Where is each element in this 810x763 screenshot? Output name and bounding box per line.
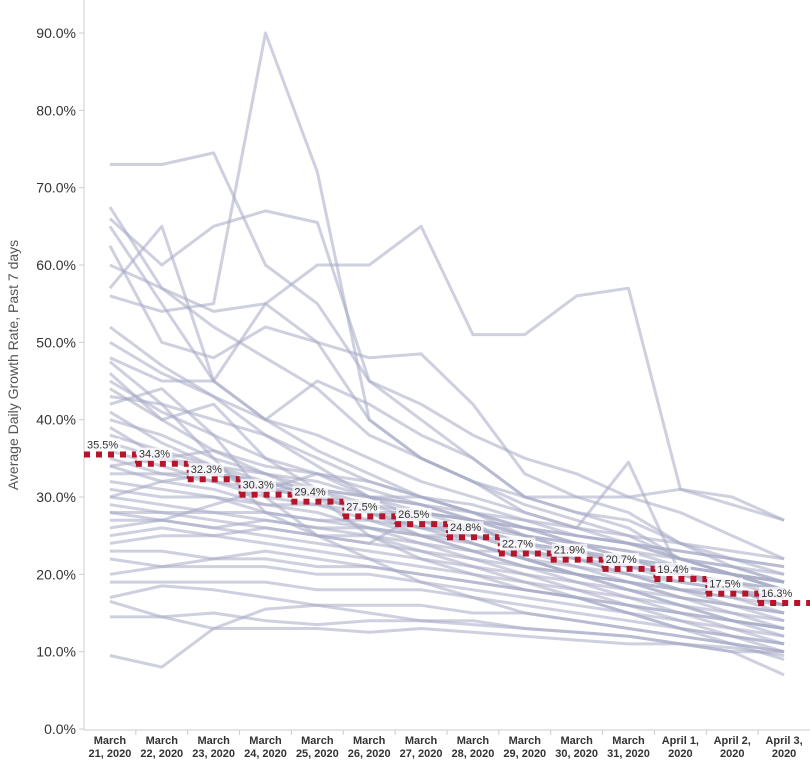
y-tick-label: 0.0%: [44, 721, 76, 737]
average-data-label: 35.5%: [87, 439, 118, 451]
average-data-label: 21.9%: [554, 545, 585, 557]
series-line: [109, 603, 785, 677]
x-tick-label: 2020: [668, 748, 692, 760]
x-tick-label: 25, 2020: [296, 748, 339, 760]
average-label-bg: [240, 478, 277, 492]
y-tick-label: 80.0%: [36, 102, 76, 118]
average-label-bg: [759, 586, 795, 600]
average-data-label: 17.5%: [709, 579, 740, 591]
series-lines: [108, 31, 785, 677]
y-tick-label: 70.0%: [36, 180, 76, 196]
average-label-bg: [188, 463, 225, 477]
series-line: [109, 472, 785, 561]
series-line: [109, 302, 785, 576]
y-tick-label: 10.0%: [36, 644, 76, 660]
y-axis-ticks: 0.0% 10.0% 20.0% 30.0% 40.0% 50.0% 60.0% 70.0% 8…: [36, 25, 84, 737]
series-line: [109, 387, 785, 654]
x-tick-label: 2020: [772, 748, 796, 760]
x-tick-label: March: [612, 735, 645, 747]
average-data-label: 24.8%: [450, 522, 481, 534]
x-tick-label: 28, 2020: [452, 748, 495, 760]
x-tick-label: March: [249, 735, 282, 747]
x-tick-label: 26, 2020: [348, 748, 391, 760]
average-data-label: 22.7%: [502, 538, 533, 550]
series-line: [108, 209, 785, 561]
x-tick-label: 22, 2020: [140, 748, 183, 760]
x-tick-label: March: [301, 735, 334, 747]
average-line: 35.5% 34.3% 32.3% 30.3% 29.4% 27.5% 26.5% 24.8%…: [84, 438, 810, 606]
x-tick-label: 21, 2020: [89, 748, 132, 760]
average-label-bg: [85, 438, 121, 452]
average-data-label: 30.3%: [243, 480, 274, 492]
x-tick-label: 2020: [720, 748, 744, 760]
average-label-bg: [136, 447, 173, 461]
x-tick-label: 30, 2020: [555, 748, 598, 760]
average-label-bg: [292, 485, 328, 499]
x-tick-label: April 1,: [662, 735, 699, 747]
average-data-label: 29.4%: [294, 487, 325, 499]
average-data-label: 19.4%: [657, 564, 688, 576]
series-line: [108, 372, 785, 599]
x-tick-label: March: [197, 735, 230, 747]
y-tick-label: 50.0%: [36, 334, 76, 350]
average-data-label: 34.3%: [139, 449, 170, 461]
average-label-bg: [551, 543, 588, 557]
average-label-bg: [603, 552, 640, 566]
x-tick-label: March: [405, 735, 438, 747]
x-tick-label: March: [560, 735, 593, 747]
y-axis-label: Average Daily Growth Rate, Past 7 days: [5, 240, 21, 490]
series-line: [109, 549, 785, 630]
x-tick-label: March: [509, 735, 542, 747]
y-tick-label: 60.0%: [36, 257, 76, 273]
y-tick-label: 30.0%: [36, 489, 76, 505]
x-tick-label: April 2,: [714, 735, 751, 747]
x-tick-label: March: [353, 735, 386, 747]
average-label-bg: [499, 537, 536, 551]
series-line: [109, 580, 785, 654]
series-line: [109, 224, 785, 522]
x-tick-label: 24, 2020: [244, 748, 287, 760]
average-data-label: 32.3%: [191, 464, 222, 476]
y-tick-label: 90.0%: [36, 25, 76, 41]
average-data-label: 16.3%: [761, 588, 792, 600]
average-label-bg: [344, 500, 380, 514]
y-tick-label: 20.0%: [36, 566, 76, 582]
average-label-bg: [655, 562, 691, 576]
x-tick-label: March: [94, 735, 127, 747]
x-tick-label: 23, 2020: [192, 748, 235, 760]
x-tick-label: April 3,: [765, 735, 802, 747]
average-data-label: 26.5%: [398, 509, 429, 521]
average-data-label: 20.7%: [606, 554, 637, 566]
x-tick-label: 27, 2020: [400, 748, 443, 760]
x-tick-label: 29, 2020: [503, 748, 546, 760]
y-tick-label: 40.0%: [36, 412, 76, 428]
average-label-bg: [707, 577, 743, 591]
x-tick-label: 31, 2020: [607, 748, 650, 760]
average-data-label: 27.5%: [346, 501, 377, 513]
x-tick-label: March: [146, 735, 179, 747]
x-tick-label: March: [457, 735, 490, 747]
average-label-bg: [396, 508, 432, 522]
average-label-bg: [448, 521, 484, 535]
